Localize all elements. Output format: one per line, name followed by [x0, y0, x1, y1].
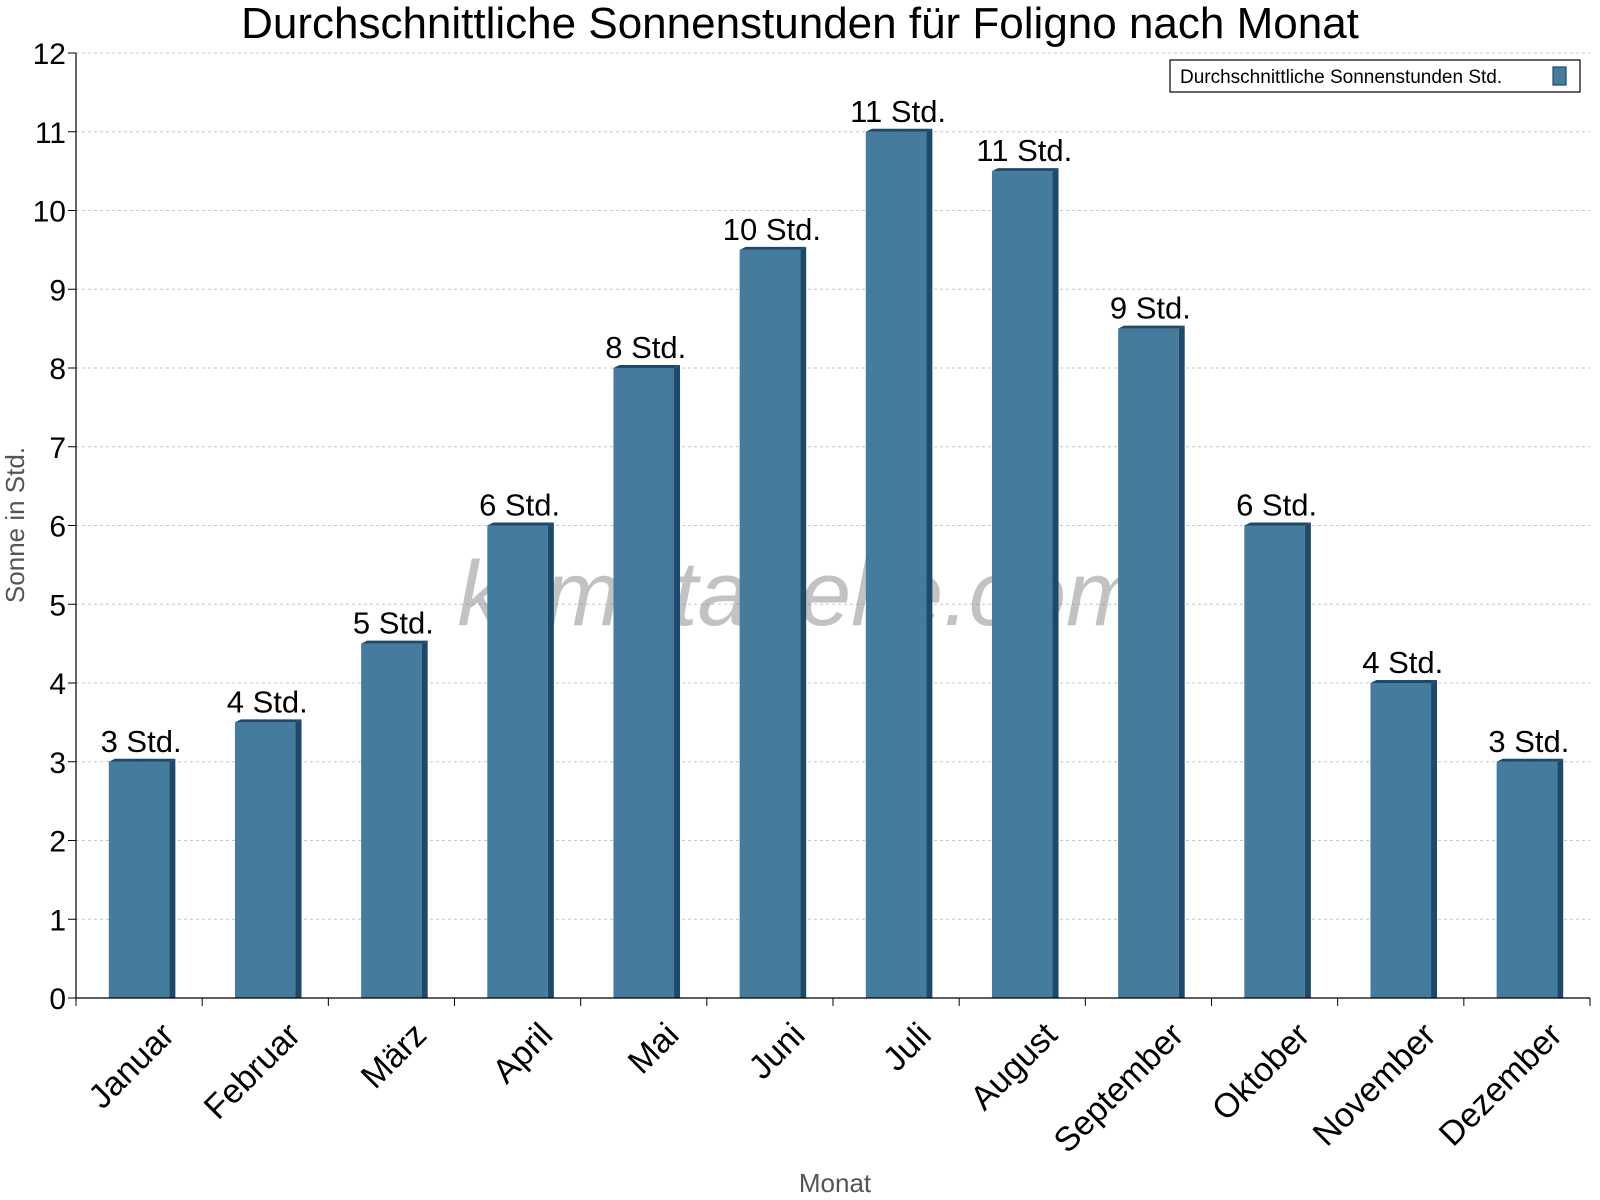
y-tick-label: 7 [49, 432, 66, 465]
bar-face [1118, 328, 1179, 998]
bar [108, 758, 176, 998]
bar-top [991, 168, 1059, 172]
bar [613, 365, 681, 998]
bar [1244, 522, 1311, 998]
x-tick-labels: Januar Februar März April Mai Juni Juli AugustS… [81, 1015, 1569, 1160]
bar-top [1370, 680, 1438, 683]
x-tick-label: Juli [876, 1016, 939, 1079]
bar-side [421, 640, 428, 998]
bar-side [1431, 680, 1438, 998]
bar-top [108, 758, 176, 762]
x-tick-label: Februar [197, 1016, 308, 1127]
bar-side [1052, 168, 1059, 998]
bar-top [234, 719, 302, 723]
value-label: 3 Std. [101, 724, 182, 759]
bar-face [865, 131, 927, 998]
x-tick-label: März [354, 1016, 434, 1096]
y-tick-label: 3 [49, 747, 66, 780]
x-tick-label: Januar [81, 1016, 181, 1116]
value-label: 4 Std. [1362, 645, 1443, 680]
value-label: 11 Std. [850, 94, 946, 129]
value-label: 6 Std. [1236, 488, 1317, 523]
bar-face [1370, 683, 1432, 998]
bar-face [108, 761, 170, 998]
x-tick-label: Mai [621, 1016, 687, 1082]
bar [991, 168, 1059, 998]
value-label: 10 Std. [723, 212, 821, 247]
bar-side [547, 522, 554, 998]
bar [487, 522, 554, 998]
y-tick-label: 2 [49, 826, 66, 859]
bar-side [1557, 758, 1564, 998]
y-tick-label: 12 [33, 38, 66, 71]
bar-side [295, 719, 302, 998]
x-axis-label: Monat [799, 1168, 872, 1198]
bar-side [1178, 325, 1185, 998]
bar-top [1496, 758, 1564, 762]
axes [68, 52, 1591, 1006]
y-tick-label: 10 [33, 196, 66, 229]
value-label: 8 Std. [605, 330, 686, 365]
bar-top [487, 522, 554, 526]
y-tick-label: 1 [49, 904, 66, 937]
bar-side [674, 365, 681, 998]
bar-top [361, 640, 428, 644]
y-tick-label: 9 [49, 274, 66, 307]
y-tick-label: 11 [35, 117, 66, 150]
value-label: 6 Std. [479, 488, 560, 523]
grid-lines [76, 52, 1590, 920]
bar-top [613, 365, 681, 368]
legend-box [1169, 59, 1581, 93]
bar-top [1118, 325, 1185, 329]
bar-face [739, 249, 801, 998]
bar [1496, 758, 1564, 998]
value-label: 5 Std. [353, 606, 434, 641]
bar-face [234, 722, 296, 998]
bar-face [613, 368, 675, 998]
x-tick-label: September [1047, 1016, 1191, 1160]
legend-label: Durchschnittliche Sonnenstunden Std. [1180, 67, 1502, 88]
bar [865, 128, 933, 998]
bar-top [1244, 522, 1311, 526]
bar-face [487, 525, 548, 998]
chart-title: Durchschnittliche Sonnenstunden für Foli… [241, 0, 1359, 48]
legend-swatch [1552, 66, 1567, 86]
bar [1118, 325, 1185, 998]
bars [108, 128, 1564, 998]
x-tick-label: Dezember [1432, 1016, 1570, 1154]
bar-side [926, 128, 933, 998]
bar-top [865, 128, 933, 132]
bar [739, 246, 807, 998]
value-labels: 3 Std. 4 Std. 5 Std. 6 Std. 8 Std. 10 Std. 11 … [101, 94, 1570, 759]
y-tick-label: 5 [49, 589, 66, 622]
x-tick-label: November [1306, 1016, 1444, 1154]
bar [234, 719, 302, 998]
bar-top [739, 246, 807, 250]
bar-side [169, 758, 176, 998]
bar [361, 640, 428, 998]
bar-face [1496, 761, 1558, 998]
bar-side [1304, 522, 1311, 998]
x-tick-label: Oktober [1205, 1016, 1317, 1128]
y-tick-label: 0 [49, 983, 66, 1016]
x-tick-label: April [485, 1016, 560, 1091]
bar-face [1244, 525, 1305, 998]
y-tick-label: 4 [49, 668, 66, 701]
y-tick-label: 6 [49, 511, 66, 544]
bar-face [361, 643, 422, 998]
bar [1370, 680, 1438, 998]
legend: Durchschnittliche Sonnenstunden Std. [1169, 59, 1581, 93]
value-label: 9 Std. [1110, 291, 1191, 326]
x-tick-label: Juni [742, 1016, 813, 1087]
y-tick-label: 8 [49, 353, 66, 386]
value-label: 4 Std. [227, 684, 308, 719]
x-tick-label: August [963, 1015, 1065, 1117]
y-axis-label: Sonne in Std. [0, 447, 30, 603]
bar-face [991, 171, 1053, 998]
bar-side [800, 246, 807, 998]
value-label: 3 Std. [1488, 724, 1569, 759]
value-label: 11 Std. [976, 133, 1072, 168]
